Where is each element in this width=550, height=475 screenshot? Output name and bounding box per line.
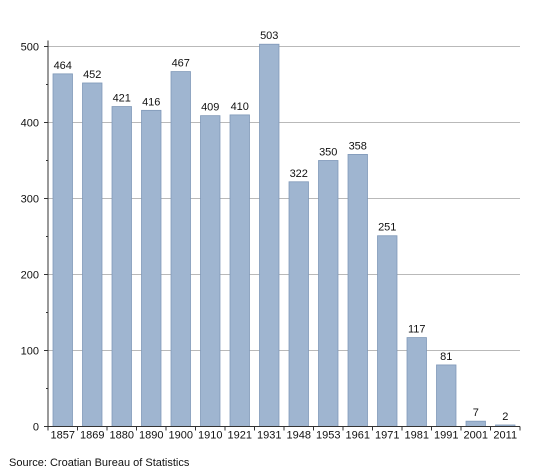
x-tick-label-1910: 1910 — [198, 430, 222, 442]
source-note: Source: Croatian Bureau of Statistics — [9, 457, 190, 469]
data-label-2011: 2 — [502, 411, 508, 423]
data-label-2001: 7 — [473, 407, 479, 419]
bar-1961 — [347, 154, 368, 427]
x-tick-label-1948: 1948 — [287, 430, 311, 442]
data-label-1961: 358 — [349, 140, 367, 152]
data-label-1910: 409 — [201, 102, 219, 114]
bar-1857 — [52, 73, 73, 427]
data-label-1857: 464 — [54, 60, 72, 72]
x-tick-label-1981: 1981 — [405, 430, 429, 442]
x-tick-label-2011: 2011 — [493, 430, 517, 442]
x-tick-label-1991: 1991 — [434, 430, 458, 442]
x-tick-label-1900: 1900 — [169, 430, 193, 442]
bar-2001 — [465, 420, 486, 427]
data-labels: 464 452 421 416 467 409 410 503 322 350 358 251 117 8… — [54, 30, 509, 423]
data-label-1931: 503 — [260, 30, 278, 42]
data-label-1900: 467 — [172, 58, 190, 70]
data-label-1971: 251 — [378, 222, 396, 234]
x-tick-label-1971: 1971 — [375, 430, 399, 442]
y-tick-label: 100 — [21, 346, 39, 358]
axes: 0 100 200 300 400 500 1857 1869 1880 1890 1900 1910… — [21, 40, 521, 442]
x-tick-label-1880: 1880 — [110, 430, 134, 442]
bar-1981 — [406, 337, 427, 427]
y-tick-label: 0 — [33, 422, 39, 434]
data-label-1890: 416 — [142, 96, 160, 108]
y-tick-label: 500 — [21, 42, 39, 54]
bar-1991 — [436, 364, 457, 427]
x-tick-label-1921: 1921 — [228, 430, 252, 442]
data-label-1869: 452 — [83, 69, 101, 81]
bar-1948 — [288, 181, 309, 427]
y-tick-label: 300 — [21, 194, 39, 206]
bar-1931 — [259, 43, 280, 427]
bar-1869 — [82, 82, 103, 427]
bar-1910 — [200, 115, 221, 427]
x-tick-label-1890: 1890 — [139, 430, 163, 442]
data-label-1921: 410 — [231, 101, 249, 113]
y-tick-label: 400 — [21, 118, 39, 130]
data-label-1880: 421 — [113, 93, 131, 105]
data-label-1991: 81 — [440, 351, 452, 363]
bar-1880 — [111, 106, 132, 427]
y-tick-label: 200 — [21, 270, 39, 282]
x-tick-label-2001: 2001 — [464, 430, 488, 442]
x-tick-label-1931: 1931 — [257, 430, 281, 442]
bar-1921 — [229, 114, 250, 427]
bar-1890 — [141, 109, 162, 427]
x-tick-label-1961: 1961 — [346, 430, 370, 442]
x-tick-label-1869: 1869 — [80, 430, 104, 442]
x-tick-label-1857: 1857 — [51, 430, 75, 442]
data-label-1948: 322 — [290, 168, 308, 180]
bar-1971 — [377, 235, 398, 427]
data-label-1981: 117 — [408, 324, 426, 336]
bar-1953 — [318, 160, 339, 427]
x-tick-label-1953: 1953 — [316, 430, 340, 442]
bar-1900 — [170, 71, 191, 427]
data-label-1953: 350 — [319, 147, 337, 159]
